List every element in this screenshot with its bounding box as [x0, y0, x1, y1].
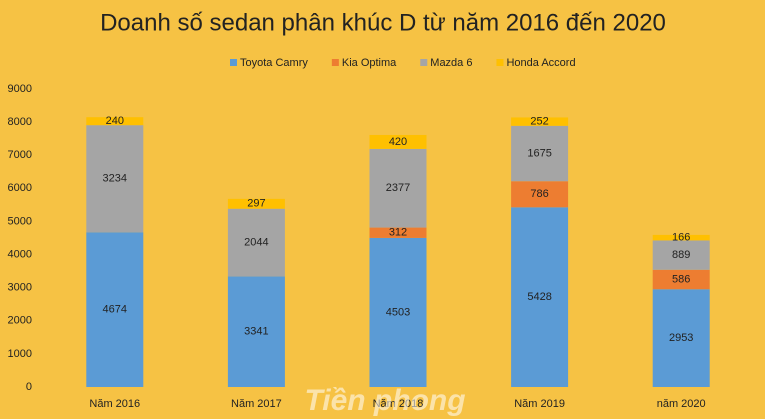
bar-segment [369, 134, 427, 149]
watermark: Tiền phong [304, 384, 465, 417]
chart-title: Doanh số sedan phân khúc D từ năm 2016 đ… [100, 9, 666, 36]
x-tick-label: Năm 2016 [89, 398, 140, 410]
bar-segment [86, 125, 144, 233]
data-label: 312 [389, 227, 407, 239]
bar-segment [227, 276, 285, 387]
y-tick-label: 9000 [8, 83, 32, 95]
bar-segment [369, 237, 427, 387]
data-label: 4674 [103, 304, 127, 316]
x-tick-label: năm 2020 [657, 398, 706, 410]
data-label: 252 [530, 116, 548, 128]
data-label: 3341 [244, 326, 268, 338]
y-tick-label: 4000 [8, 248, 32, 260]
bar-segment [227, 198, 285, 209]
data-label: 166 [672, 232, 690, 244]
y-tick-label: 6000 [8, 182, 32, 194]
data-label: 4503 [386, 306, 410, 318]
y-tick-label: 2000 [8, 315, 32, 327]
data-label: 2377 [386, 182, 410, 194]
x-tick-label: Năm 2017 [231, 398, 282, 410]
y-tick-label: 0 [26, 381, 32, 393]
data-label: 2044 [244, 236, 268, 248]
bar-segment [86, 232, 144, 387]
legend-swatch [230, 59, 237, 66]
legend-swatch [331, 59, 339, 66]
legend-label: Toyota Camry [240, 57, 308, 69]
data-label: 5428 [527, 291, 551, 303]
legend-label: Mazda 6 [430, 57, 472, 69]
data-label: 297 [247, 198, 265, 210]
data-label: 889 [672, 249, 690, 261]
y-tick-label: 7000 [8, 149, 32, 161]
y-tick-label: 3000 [8, 282, 32, 294]
x-tick-label: Năm 2018 [373, 398, 424, 410]
legend-swatch [420, 59, 428, 66]
y-tick-label: 5000 [8, 215, 32, 227]
bar-segment [511, 125, 569, 182]
bar-segment [652, 240, 710, 270]
legend-label: Honda Accord [506, 57, 575, 69]
legend-swatch [496, 59, 504, 66]
legend-label: Kia Optima [342, 57, 397, 69]
y-tick-label: 1000 [8, 348, 32, 360]
data-label: 2953 [669, 332, 693, 344]
bar-segment [86, 117, 144, 126]
data-label: 586 [672, 273, 690, 285]
bar-segment [652, 269, 710, 290]
bar-segment [369, 227, 427, 238]
bar-segment [511, 181, 569, 208]
data-label: 240 [106, 115, 124, 127]
bar-segment [652, 289, 710, 387]
data-label: 3234 [103, 173, 127, 185]
y-tick-label: 8000 [8, 116, 32, 128]
bar-segment [652, 234, 710, 241]
x-tick-label: Năm 2019 [514, 398, 565, 410]
bar-segment [511, 117, 569, 126]
data-label: 420 [389, 136, 407, 148]
bar-segment [369, 148, 427, 228]
data-label: 1675 [527, 147, 551, 159]
bar-segment [511, 207, 569, 387]
data-label: 786 [530, 188, 548, 200]
bar-segment [227, 208, 285, 277]
